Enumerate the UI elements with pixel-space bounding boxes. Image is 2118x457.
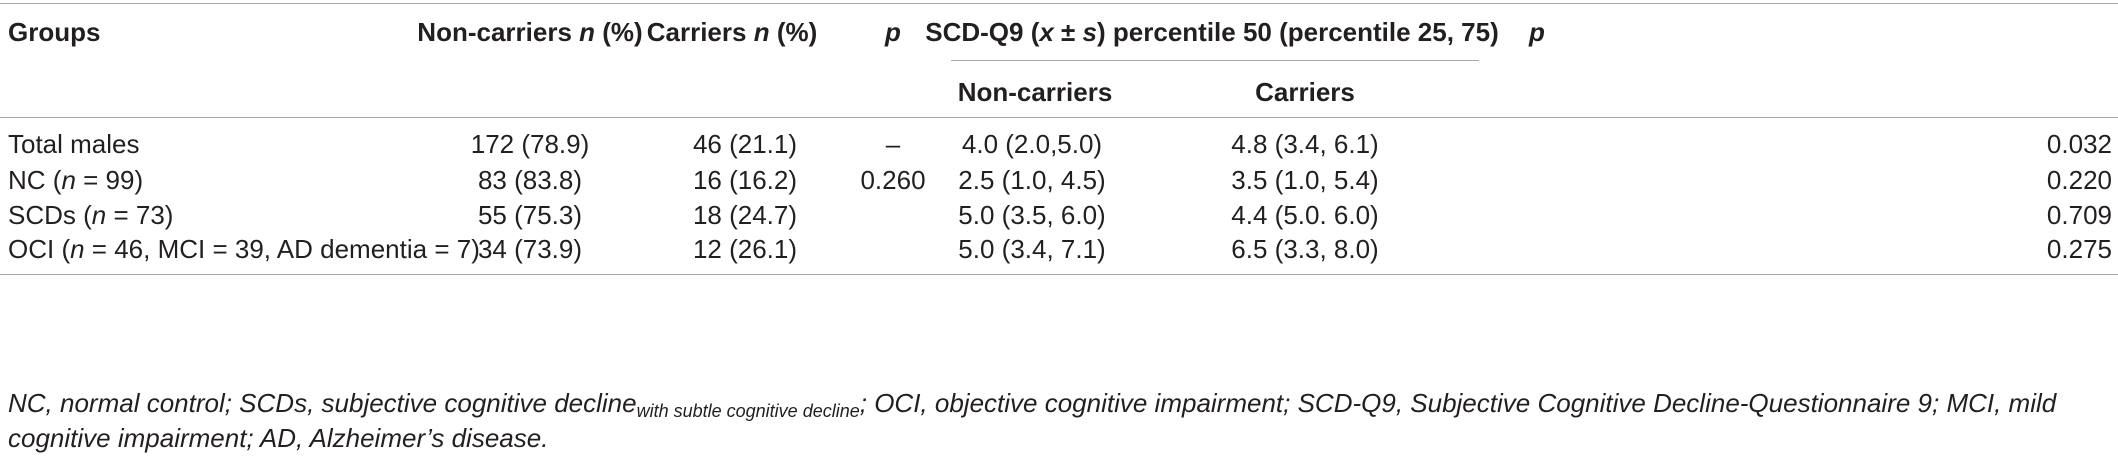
header-non-carriers: Non-carriers n (%) bbox=[417, 17, 643, 47]
row-1-scd-car: 3.5 (1.0, 5.4) bbox=[1231, 165, 1379, 195]
row-0-scd-non: 4.0 (2.0,5.0) bbox=[961, 129, 1103, 159]
row-1-carriers: 16 (16.2) bbox=[692, 165, 798, 195]
row-3-scd-car: 6.5 (3.3, 8.0) bbox=[1231, 234, 1379, 264]
row-0-p1: – bbox=[885, 129, 901, 159]
row-0-group: Total males bbox=[8, 129, 140, 159]
row-3-p2: 0.275 bbox=[2046, 234, 2112, 264]
header-carriers: Carriers n (%) bbox=[646, 17, 818, 47]
row-3-carriers: 12 (26.1) bbox=[692, 234, 798, 264]
row-2-scd-non: 5.0 (3.5, 6.0) bbox=[958, 200, 1106, 230]
row-2-p2: 0.709 bbox=[2046, 200, 2112, 230]
row-2-carriers: 18 (24.7) bbox=[692, 200, 798, 230]
row-2-group: SCDs (n = 73) bbox=[8, 200, 174, 230]
scd-header-rule bbox=[951, 60, 1479, 61]
header-groups: Groups bbox=[8, 17, 101, 47]
header-scd-non-carriers: Non-carriers bbox=[957, 77, 1113, 107]
row-3-non-carriers: 34 (73.9) bbox=[477, 234, 583, 264]
top-rule bbox=[0, 3, 2118, 4]
header-scd-q9: SCD-Q9 (x ± s) percentile 50 (percentile… bbox=[925, 17, 1499, 47]
row-2-non-carriers: 55 (75.3) bbox=[477, 200, 583, 230]
header-scd-carriers: Carriers bbox=[1255, 77, 1355, 107]
row-1-scd-non: 2.5 (1.0, 4.5) bbox=[958, 165, 1106, 195]
row-1-p2: 0.220 bbox=[2046, 165, 2112, 195]
row-0-carriers: 46 (21.1) bbox=[692, 129, 798, 159]
table-footnote: NC, normal control; SCDs, subjective cog… bbox=[8, 388, 2057, 453]
row-1-non-carriers: 83 (83.8) bbox=[477, 165, 583, 195]
row-1-p1: 0.260 bbox=[860, 165, 926, 195]
header-p: p bbox=[885, 17, 901, 47]
row-0-scd-car: 4.8 (3.4, 6.1) bbox=[1231, 129, 1379, 159]
row-0-non-carriers: 172 (78.9) bbox=[470, 129, 590, 159]
row-3-scd-non: 5.0 (3.4, 7.1) bbox=[958, 234, 1106, 264]
header-bottom-rule bbox=[0, 117, 2118, 118]
header-p2: p bbox=[1529, 17, 1545, 47]
row-2-scd-car: 4.4 (5.0. 6.0) bbox=[1231, 200, 1379, 230]
table-bottom-rule bbox=[0, 274, 2118, 275]
row-3-group: OCI (n = 46, MCI = 39, AD dementia = 7) bbox=[8, 234, 480, 264]
row-0-p2: 0.032 bbox=[2046, 129, 2112, 159]
row-1-group: NC (n = 99) bbox=[8, 165, 144, 195]
